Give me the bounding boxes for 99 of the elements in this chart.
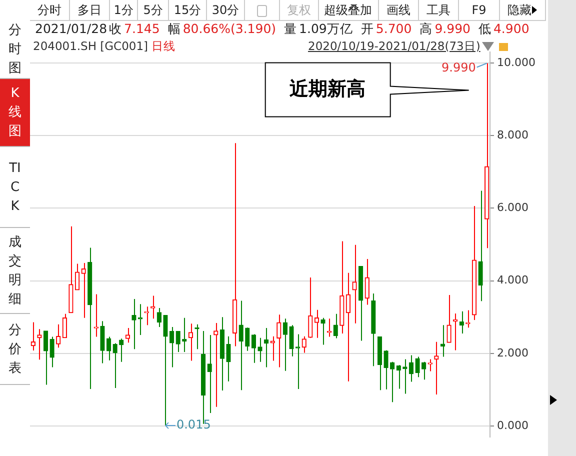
candlestick bbox=[68, 226, 74, 314]
candlestick bbox=[434, 341, 439, 396]
candlestick bbox=[440, 324, 446, 358]
candlestick bbox=[74, 263, 80, 290]
y-tick-label: 4.000 bbox=[497, 274, 528, 287]
candlestick bbox=[214, 322, 218, 408]
text: 开 bbox=[360, 21, 374, 36]
y-tick-label: 10.000 bbox=[497, 56, 536, 69]
candlestick bbox=[478, 190, 483, 302]
candlestick bbox=[207, 334, 212, 414]
candlestick bbox=[88, 247, 92, 390]
text: TICK bbox=[8, 160, 22, 216]
candlestick bbox=[459, 310, 464, 334]
candlestick bbox=[220, 316, 225, 392]
text: 30分 bbox=[207, 0, 245, 20]
candlestick bbox=[352, 244, 357, 324]
candlestick bbox=[119, 338, 124, 362]
candlestick bbox=[43, 330, 48, 386]
candlestick bbox=[251, 334, 256, 364]
candlestick bbox=[106, 336, 112, 361]
text: 量 bbox=[284, 21, 298, 36]
text: 4.900 bbox=[493, 21, 530, 36]
chart-title: 204001.SH [GC001] bbox=[33, 39, 148, 53]
candlestick bbox=[56, 324, 61, 348]
text: 80.66%(3.190) bbox=[182, 21, 276, 36]
text: 超级叠加 bbox=[318, 0, 379, 20]
text: K线图 bbox=[8, 85, 22, 141]
candlestick bbox=[176, 330, 180, 353]
candlestick bbox=[364, 258, 370, 306]
text: 工具 bbox=[418, 0, 460, 20]
text: 2021/01/28 bbox=[35, 21, 108, 36]
y-tick-label: 2.000 bbox=[497, 346, 528, 360]
candlestick bbox=[282, 318, 288, 372]
text: 分时 bbox=[30, 0, 70, 20]
text: 9.990 bbox=[434, 21, 470, 36]
candlestick bbox=[245, 328, 250, 352]
candlestick bbox=[226, 336, 231, 382]
candlestick bbox=[295, 334, 300, 390]
y-tick-label: 6.000 bbox=[497, 201, 528, 214]
candlestick bbox=[484, 62, 490, 249]
candlestick bbox=[188, 323, 194, 362]
text: 5分 bbox=[138, 0, 169, 20]
annotation: 日线 bbox=[152, 39, 176, 53]
candlestick bbox=[232, 142, 238, 347]
candlestick bbox=[377, 336, 382, 391]
candlestick bbox=[276, 314, 282, 368]
text: F9 bbox=[459, 0, 500, 20]
annotation: 0.015 bbox=[176, 418, 211, 432]
annotation: 9.990 bbox=[441, 60, 476, 74]
text: 分价表 bbox=[8, 322, 22, 378]
candlestick bbox=[390, 362, 395, 403]
y-tick-label: 8.000 bbox=[497, 128, 528, 142]
text: 分时图 bbox=[8, 22, 22, 78]
candlestick bbox=[320, 317, 326, 346]
text: 画线 bbox=[378, 0, 419, 20]
candlestick bbox=[81, 262, 86, 318]
text: 低 bbox=[478, 21, 492, 36]
text: 隐藏 bbox=[500, 0, 546, 20]
candlestick bbox=[100, 320, 105, 364]
candlestick bbox=[169, 326, 174, 368]
text: 7.145 bbox=[124, 21, 160, 36]
candlestick bbox=[371, 293, 376, 367]
text: 15分 bbox=[168, 0, 208, 20]
text: 1.09万亿 bbox=[299, 21, 353, 36]
chart-subtitle: 2020/10/19-2021/01/28(73日) bbox=[308, 39, 482, 54]
candlestick bbox=[314, 309, 320, 338]
candlestick bbox=[270, 336, 275, 362]
candlestick bbox=[408, 354, 414, 382]
text: 多日 bbox=[70, 0, 110, 20]
text: 成交明细 bbox=[8, 234, 22, 308]
text: 幅 bbox=[168, 21, 181, 36]
candlestick bbox=[156, 308, 162, 328]
candlestick bbox=[472, 206, 477, 321]
candlestick bbox=[50, 336, 54, 368]
text: 1分 bbox=[110, 0, 138, 20]
candlestick bbox=[446, 294, 452, 343]
candlestick bbox=[112, 342, 118, 388]
candlestick bbox=[384, 350, 388, 390]
candlestick bbox=[163, 314, 168, 426]
candlestick bbox=[308, 277, 313, 338]
candlestick bbox=[428, 358, 432, 372]
candlestick bbox=[238, 300, 244, 391]
text: 高 bbox=[420, 21, 433, 36]
annotation: 近期新高 bbox=[288, 78, 366, 100]
candlestick bbox=[125, 328, 130, 344]
candlestick bbox=[94, 294, 98, 338]
text: 5.700 bbox=[376, 21, 412, 36]
candlestick bbox=[37, 328, 42, 360]
candlestick bbox=[346, 272, 351, 382]
candlestick bbox=[396, 365, 401, 390]
text: 复权 bbox=[280, 0, 319, 20]
candlestick bbox=[132, 298, 136, 350]
y-tick-label: 0.000 bbox=[497, 418, 528, 432]
candlestick bbox=[358, 266, 364, 342]
candlestick bbox=[333, 313, 338, 339]
candlestick bbox=[340, 240, 344, 334]
text: 收 bbox=[109, 21, 122, 36]
candlestick bbox=[258, 337, 262, 362]
candlestick bbox=[289, 324, 294, 357]
